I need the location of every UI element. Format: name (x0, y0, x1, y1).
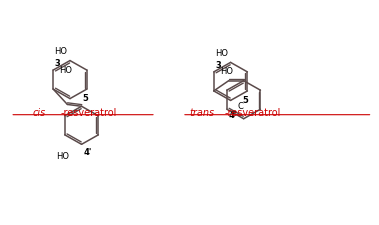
Text: HO: HO (220, 68, 233, 76)
Text: HO: HO (56, 151, 70, 160)
Text: 4': 4' (229, 111, 237, 120)
Text: 5: 5 (82, 94, 88, 103)
Text: 3: 3 (55, 59, 60, 68)
Text: cis: cis (33, 108, 46, 118)
Text: 3: 3 (215, 61, 221, 70)
Text: 5: 5 (243, 96, 249, 105)
Text: HO: HO (54, 47, 67, 56)
Text: trans: trans (190, 108, 215, 118)
Text: 4': 4' (83, 148, 92, 157)
Text: HO: HO (60, 65, 73, 74)
Text: -resveratrol: -resveratrol (61, 108, 117, 118)
Text: C: C (237, 102, 243, 111)
Text: -resveratrol: -resveratrol (225, 108, 281, 118)
Text: HO: HO (215, 49, 228, 58)
